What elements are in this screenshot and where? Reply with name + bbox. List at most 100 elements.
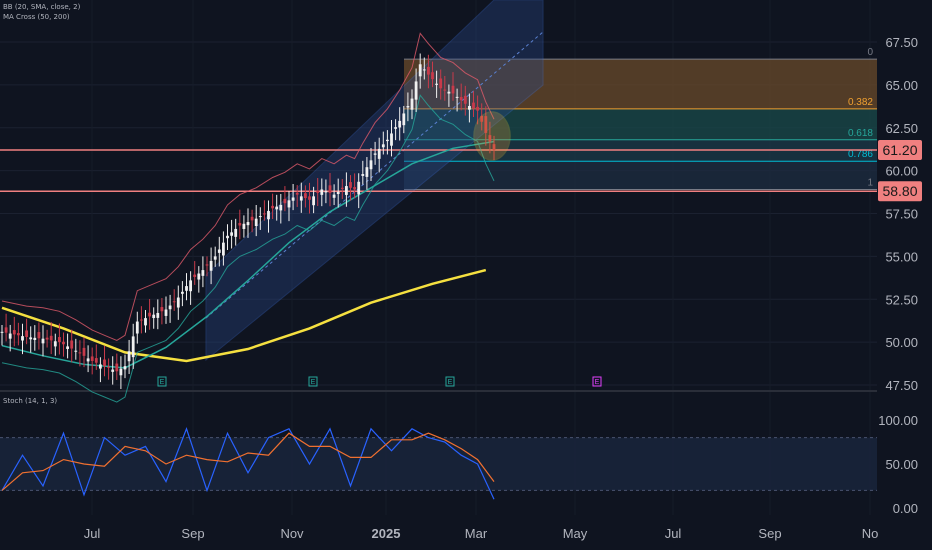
time-tick-label: 2025 <box>372 526 401 541</box>
candle-body <box>398 120 402 128</box>
candle-body <box>279 204 283 211</box>
candle-body <box>484 116 488 133</box>
channel-band <box>205 0 544 362</box>
highlight-circle <box>473 111 511 161</box>
candle-body <box>312 196 315 206</box>
candle-body <box>8 333 12 339</box>
time-tick-label: No <box>862 526 879 541</box>
fib-level-label: 0.618 <box>848 128 873 139</box>
candle-body <box>369 160 373 170</box>
candle-body <box>254 218 258 227</box>
time-tick-label: Nov <box>280 526 304 541</box>
candle-body <box>234 228 238 237</box>
candle-body <box>152 314 156 319</box>
candle-body <box>25 330 28 337</box>
candle-body <box>189 280 192 292</box>
bb-indicator-label[interactable]: BB (20, SMA, close, 2) <box>3 3 81 11</box>
candle-body <box>468 106 471 110</box>
stoch-tick-label: 100.00 <box>878 413 918 428</box>
earnings-marker-box <box>157 376 167 387</box>
candle-body <box>205 264 209 266</box>
candle-body <box>357 181 361 195</box>
candle-body <box>33 337 37 341</box>
candle-body <box>480 115 484 122</box>
candle-body <box>17 333 20 336</box>
stoch-indicator-label[interactable]: Stoch (14, 1, 3) <box>3 397 58 405</box>
candle-body <box>144 318 147 326</box>
price-tick-label: 55.00 <box>885 249 918 264</box>
candle-body <box>377 148 381 159</box>
candle-body <box>168 305 172 310</box>
earnings-marker-label: E <box>160 379 165 386</box>
stoch-band-fill <box>0 437 877 491</box>
candle-body <box>435 83 438 85</box>
candle-body <box>66 346 69 349</box>
candle-body <box>459 96 463 101</box>
candle-body <box>107 366 110 368</box>
time-tick-label: Jul <box>665 526 682 541</box>
candle-body <box>127 351 131 362</box>
candle-body <box>78 352 82 354</box>
candle-body <box>349 182 352 188</box>
price-label-box <box>878 140 922 161</box>
candle-body <box>156 312 160 318</box>
candle-body <box>45 337 49 340</box>
earnings-marker-label: E <box>311 379 316 386</box>
price-label-box <box>878 181 922 202</box>
candle-body <box>386 139 389 142</box>
candle-body <box>427 66 430 75</box>
candle-body <box>135 321 139 334</box>
candle-body <box>263 213 266 215</box>
earnings-marker-box <box>308 376 318 387</box>
candle-body <box>295 192 299 195</box>
ma-cross-indicator-label[interactable]: MA Cross (50, 200) <box>3 13 70 21</box>
candle-body <box>394 127 397 129</box>
price-tick-label: 47.50 <box>885 378 918 393</box>
price-label-text: 61.20 <box>882 142 917 158</box>
candle-body <box>209 260 213 271</box>
candle-body <box>82 347 86 356</box>
candle-body <box>308 196 311 200</box>
candle-body <box>299 196 303 201</box>
candle-body <box>476 106 479 111</box>
candle-body <box>185 286 188 291</box>
ma200-line <box>1 268 487 363</box>
stoch-tick-label: 0.00 <box>893 501 918 516</box>
candle-body <box>222 242 225 256</box>
bb-lower-line <box>1 94 495 403</box>
candle-body <box>361 174 365 176</box>
price-tick-label: 67.50 <box>885 35 918 50</box>
candle-body <box>316 190 320 193</box>
candle-body <box>94 358 98 363</box>
fib-level-label: 0.382 <box>848 97 873 108</box>
price-tick-label: 52.50 <box>885 292 918 307</box>
candle-body <box>201 270 205 276</box>
candle-body <box>90 356 94 361</box>
candle-body <box>381 144 385 148</box>
candle-body <box>271 205 274 209</box>
candle-body <box>181 291 184 294</box>
stoch-k-line <box>1 427 495 500</box>
candle-body <box>99 364 102 369</box>
grid <box>0 41 877 392</box>
candle-body <box>37 332 41 339</box>
candle-body <box>238 222 242 226</box>
candle-body <box>197 273 201 280</box>
candle-body <box>345 186 348 195</box>
candle-body <box>451 85 455 94</box>
candle-body <box>267 210 270 220</box>
horizontal-levels <box>0 149 877 192</box>
candle-body <box>119 368 123 376</box>
price-tick-label: 65.00 <box>885 78 918 93</box>
candle-body <box>353 187 356 190</box>
candle-body <box>148 312 151 317</box>
candle-body <box>275 206 279 210</box>
candle-body <box>463 95 467 104</box>
candle-body <box>49 335 53 341</box>
candle-body <box>390 133 393 146</box>
time-tick-label: Sep <box>758 526 781 541</box>
candle-body <box>74 350 78 352</box>
candle-body <box>320 189 324 195</box>
